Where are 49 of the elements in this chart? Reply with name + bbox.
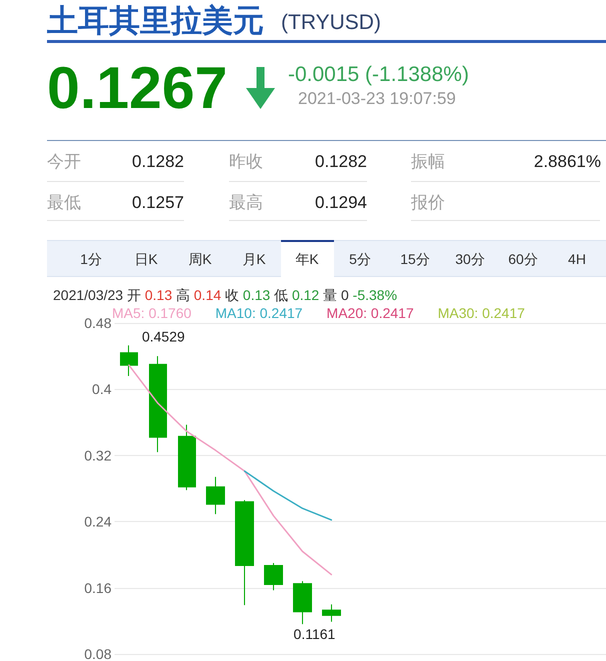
y-tick-label: 0.24: [84, 514, 112, 530]
text: 今开: [47, 152, 81, 171]
y-tick-label: 0.48: [84, 315, 112, 331]
line-series: [128, 364, 332, 576]
text: 昨收: [229, 152, 263, 171]
candlestick: [120, 344, 138, 376]
text: 5分: [349, 251, 371, 267]
line-series: [244, 470, 332, 521]
text: 最高: [229, 193, 263, 212]
candlestick: [293, 580, 312, 625]
candlestick: [178, 424, 196, 491]
text: 15分: [400, 251, 430, 267]
annotation: 0.1161: [294, 626, 336, 642]
text: 0.1282: [132, 152, 184, 171]
y-tick-label: 0.16: [84, 580, 112, 596]
text: 月K: [242, 251, 266, 267]
chart-title: 土耳其里拉美元: [47, 3, 264, 38]
candlestick: [206, 476, 225, 515]
text: MA10: 0.2417: [215, 305, 303, 321]
text: 周K: [188, 251, 212, 267]
text: 2021/03/23 开 0.13 高 0.14 收 0.13 低 0.12 量 0 -5.38%: [53, 287, 398, 303]
candlestick: [322, 604, 341, 622]
chart-subtitle: (TRYUSD): [281, 11, 381, 34]
text: 0.1294: [315, 193, 367, 212]
text: 0.1267: [47, 55, 228, 121]
legend-label: MA20: 0.2417: [326, 305, 414, 321]
y-tick-label: 0.08: [84, 646, 112, 661]
text: 最低: [47, 193, 81, 212]
text: 报价: [411, 193, 445, 212]
text: 日K: [134, 251, 158, 267]
y-tick-label: 0.4: [92, 381, 112, 398]
y-tick-label: 0.32: [84, 447, 112, 464]
text: 2021-03-23 19:07:59: [298, 89, 456, 108]
text: MA5: 0.1760: [112, 305, 192, 321]
text: 60分: [508, 251, 538, 267]
annotation: 0.4529: [142, 328, 185, 344]
text: 0.1257: [132, 193, 184, 212]
text: 2.8861%: [534, 152, 601, 171]
text: 4H: [568, 251, 586, 267]
text: 振幅: [411, 152, 445, 171]
text: 1分: [80, 251, 102, 267]
candlestick: [264, 562, 283, 591]
text: 年K: [295, 251, 319, 267]
text: -0.0015 (-1.1388%): [288, 63, 469, 86]
text: 30分: [455, 251, 485, 267]
candlestick: [149, 356, 167, 453]
legend-label: MA30: 0.2417: [438, 305, 526, 321]
text: 0.1282: [315, 152, 367, 171]
candlestick: [235, 500, 254, 606]
